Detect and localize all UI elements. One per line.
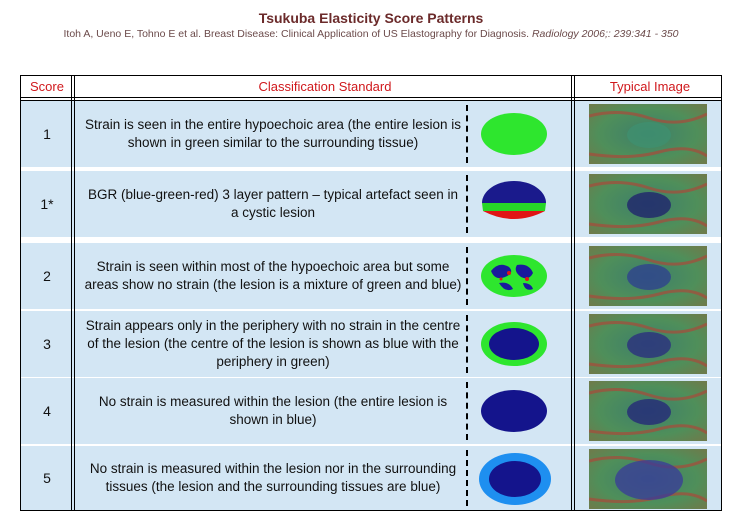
- typical-image: [589, 174, 707, 234]
- table-row: 4 No strain is measured within the lesion…: [21, 378, 721, 444]
- pattern-icon: [481, 322, 547, 366]
- pattern-icon: [482, 181, 546, 219]
- column-header: Classification Standard: [258, 79, 392, 94]
- table-row: 2 Strain is seen within most of the hypoe…: [21, 243, 721, 309]
- dashed-divider: [466, 105, 468, 163]
- dashed-divider: [466, 247, 468, 305]
- journal: Radiology 2006;: 239:341 - 350: [531, 28, 679, 40]
- score: 3: [43, 336, 51, 352]
- column-rule: [571, 76, 575, 510]
- score-table: Score Classification Standard Typical Im…: [20, 75, 722, 511]
- header-rule: [21, 97, 721, 101]
- pattern-icon: [481, 390, 547, 432]
- classification: No strain is measured within the lesion …: [98, 394, 448, 427]
- dashed-divider: [466, 315, 468, 373]
- classification: Strain is seen within most of the hypoec…: [84, 259, 462, 292]
- classification: Strain appears only in the periphery wit…: [85, 318, 461, 369]
- classification: Strain is seen in the entire hypoechoic …: [85, 117, 461, 150]
- typical-image: [589, 104, 707, 164]
- score: 5: [43, 470, 51, 486]
- column-header: Score: [30, 79, 64, 94]
- column-rule: [71, 76, 75, 510]
- typical-image: [589, 449, 707, 509]
- table-row: 5 No strain is measured within the lesion…: [21, 446, 721, 510]
- pattern-icon: [481, 113, 547, 155]
- score: 1*: [40, 196, 54, 212]
- classification: No strain is measured within the lesion …: [89, 461, 457, 494]
- column-header: Typical Image: [609, 79, 691, 94]
- citation: Itoh A, Ueno E, Tohno E et al. Breast Di…: [0, 28, 742, 40]
- title: Tsukuba Elasticity Score Patterns: [258, 10, 484, 26]
- pattern-icon: [481, 255, 547, 297]
- score: 2: [43, 268, 51, 284]
- typical-image: [589, 314, 707, 374]
- dashed-divider: [466, 175, 468, 233]
- citation-text: Itoh A, Ueno E, Tohno E et al. Breast Di…: [63, 28, 530, 40]
- score: 1: [43, 126, 51, 142]
- typical-image: [589, 381, 707, 441]
- typical-image: [589, 246, 707, 306]
- classification: BGR (blue-green-red) 3 layer pattern – t…: [88, 187, 458, 220]
- score: 4: [43, 403, 51, 419]
- pattern-icon: [479, 453, 551, 505]
- dashed-divider: [466, 382, 468, 440]
- table-row: 1* BGR (blue-green-red) 3 layer pattern –…: [21, 171, 721, 237]
- table-row: 1 Strain is seen in the entire hypoechoic…: [21, 101, 721, 167]
- dashed-divider: [466, 450, 468, 506]
- table-row: 3 Strain appears only in the periphery wi…: [21, 311, 721, 377]
